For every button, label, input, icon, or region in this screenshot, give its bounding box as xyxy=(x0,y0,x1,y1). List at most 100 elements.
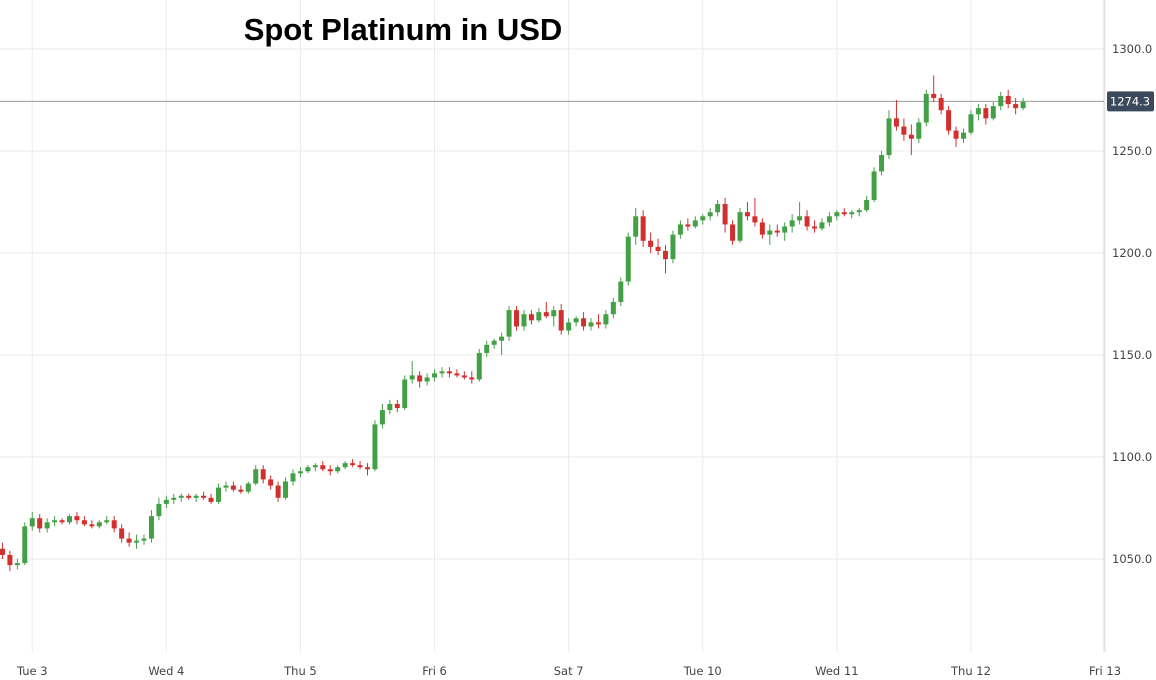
candle-body xyxy=(804,216,810,227)
candle xyxy=(1020,97,1026,111)
candle-body xyxy=(297,471,303,474)
candle xyxy=(156,497,162,521)
candle xyxy=(67,514,72,525)
candle xyxy=(961,128,966,143)
candle xyxy=(536,308,542,323)
candle xyxy=(998,91,1004,111)
candle-body xyxy=(223,485,229,488)
x-axis: Tue 3 Wed 4 Thu 5 Fri 6 Sat 7 Tue 10 Wed 11 Thu… xyxy=(16,664,1121,678)
candle-body xyxy=(491,340,497,345)
candle xyxy=(320,461,326,472)
candle xyxy=(193,493,199,502)
candle-body xyxy=(186,495,192,498)
candle-body xyxy=(484,344,490,353)
candle-body xyxy=(171,497,177,500)
candle xyxy=(797,202,803,225)
candle-body xyxy=(439,371,445,374)
candle xyxy=(305,465,311,474)
candle-body xyxy=(283,481,289,498)
candle xyxy=(715,199,721,217)
candle xyxy=(379,403,385,429)
candle-body xyxy=(864,199,870,211)
candle-body xyxy=(89,524,95,527)
candle xyxy=(260,465,266,484)
candle xyxy=(275,481,281,502)
x-tick-label: Wed 4 xyxy=(148,664,184,678)
candle xyxy=(849,210,855,219)
candle xyxy=(737,208,743,243)
candle xyxy=(171,493,177,504)
candle-body xyxy=(573,318,579,323)
candle xyxy=(834,210,840,221)
candle-body xyxy=(834,212,840,217)
candle-body xyxy=(96,522,102,527)
candle-body xyxy=(789,220,795,227)
candle xyxy=(886,110,892,160)
candle xyxy=(476,348,482,382)
candle xyxy=(603,310,609,329)
candle xyxy=(238,485,244,494)
candle xyxy=(864,195,870,213)
candle-body xyxy=(193,495,199,498)
candle-body xyxy=(528,314,534,321)
candle xyxy=(677,220,683,239)
candle xyxy=(439,367,445,378)
candle-body xyxy=(812,226,817,229)
candle-body xyxy=(1005,95,1011,105)
candle-body xyxy=(767,230,773,235)
candle-body xyxy=(7,554,13,566)
y-tick-label: 1300.0 xyxy=(1112,42,1152,56)
candle xyxy=(178,493,184,502)
candle xyxy=(759,218,765,239)
candle-body xyxy=(938,97,944,111)
candle-body xyxy=(394,403,400,409)
candle xyxy=(514,306,519,331)
candle-body xyxy=(461,375,467,378)
candle-body xyxy=(625,236,631,282)
candle-body xyxy=(640,216,646,241)
candle xyxy=(268,475,274,490)
candle xyxy=(618,277,624,307)
candle-body xyxy=(320,465,326,470)
candle xyxy=(446,367,452,378)
candle xyxy=(558,304,564,335)
candle-body xyxy=(514,310,519,327)
y-tick-label: 1100.0 xyxy=(1112,450,1152,464)
candle xyxy=(394,399,400,413)
candle-body xyxy=(37,518,43,529)
candle xyxy=(625,232,631,286)
grid-lines xyxy=(0,0,1106,652)
candle-body xyxy=(342,463,348,468)
candle-body xyxy=(551,310,557,317)
candle-body xyxy=(931,93,937,98)
candle-body xyxy=(67,516,72,523)
candle xyxy=(938,93,944,115)
candle-body xyxy=(409,375,415,380)
candle xyxy=(111,516,117,533)
candle-body xyxy=(893,118,899,127)
candle xyxy=(230,481,236,492)
candle-body xyxy=(961,132,966,139)
candle xyxy=(491,338,497,349)
x-tick-label: Fri 6 xyxy=(422,664,447,678)
candle xyxy=(685,218,691,231)
candle-body xyxy=(104,520,110,523)
candle-body xyxy=(446,371,452,374)
candle-body xyxy=(417,375,423,382)
candle xyxy=(461,371,467,380)
candle xyxy=(253,465,259,486)
candle-body xyxy=(238,489,244,492)
candle xyxy=(953,126,959,147)
candle xyxy=(521,310,527,331)
y-tick-label: 1150.0 xyxy=(1112,348,1152,362)
candle-body xyxy=(52,520,58,523)
candle xyxy=(655,238,661,256)
y-tick-label: 1250.0 xyxy=(1112,144,1152,158)
candle xyxy=(96,520,102,529)
candle xyxy=(44,518,50,533)
candle-body xyxy=(730,224,736,241)
candle-body xyxy=(886,118,892,156)
candle xyxy=(692,216,698,229)
candle xyxy=(841,208,847,217)
candle xyxy=(722,197,728,233)
